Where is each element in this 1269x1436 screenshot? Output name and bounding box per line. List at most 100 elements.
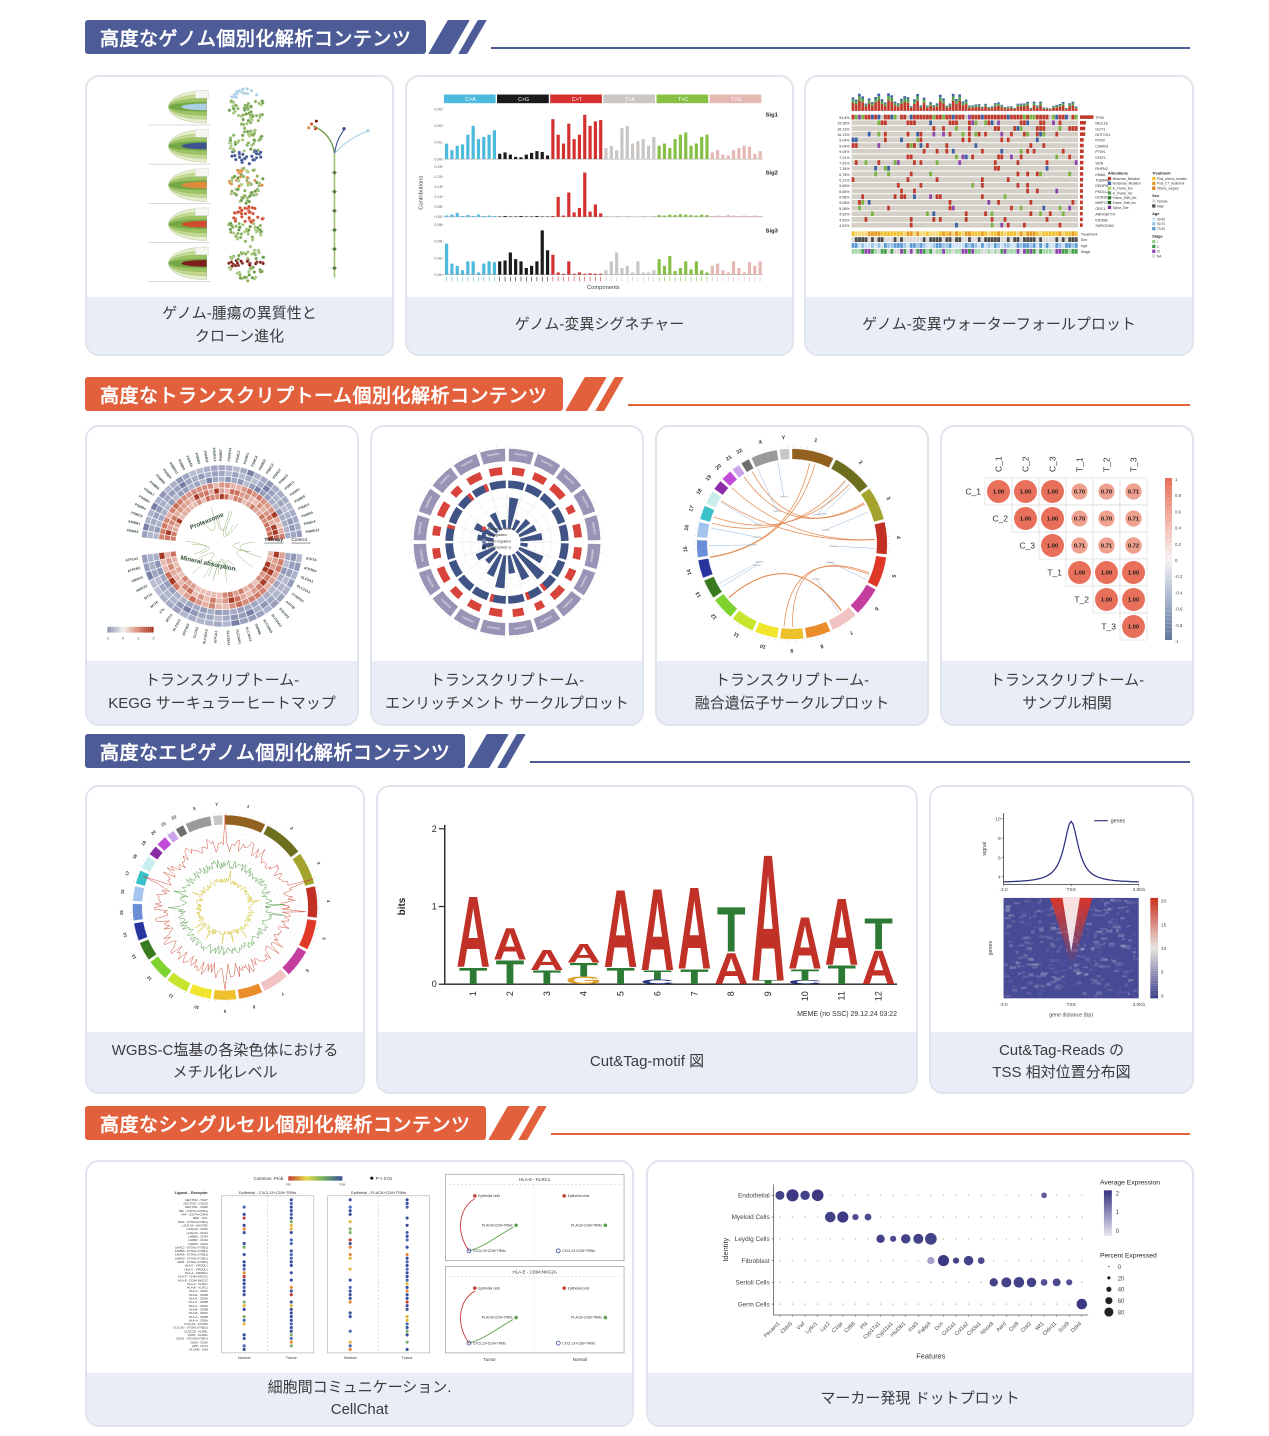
- caption-line: トランスクリプトーム-: [714, 672, 870, 689]
- svg-text:HLA-E - CD94:NKG2A: HLA-E - CD94:NKG2A: [513, 1269, 557, 1274]
- mutation-signature-figure-area: C>A C>G C>T T>A T>C T>G Contributions 0.03 0.02 0…: [407, 77, 792, 297]
- svg-text:MIF - (CD74+CXCR4): MIF - (CD74+CXCR4): [179, 1209, 208, 1213]
- svg-text:21: 21: [725, 454, 733, 462]
- svg-text:PSMB3: PSMB3: [138, 494, 150, 504]
- svg-text:4: 4: [579, 991, 589, 996]
- svg-text:0.00: 0.00: [435, 273, 442, 277]
- svg-text:Proteasome: Proteasome: [189, 511, 225, 531]
- svg-text:7: 7: [689, 991, 699, 996]
- svg-text:MMP17: MMP17: [1095, 201, 1108, 205]
- svg-text:SLC40A1: SLC40A1: [245, 626, 253, 642]
- svg-text:Therapy: Therapy: [264, 537, 283, 543]
- svg-text:Number of Genes: Number of Genes: [488, 527, 514, 531]
- svg-text:12: 12: [145, 974, 152, 981]
- svg-text:LAMA5 - (ITGA1+ITGB1): LAMA5 - (ITGA1+ITGB1): [175, 1253, 208, 1257]
- svg-text:SLC11A2: SLC11A2: [296, 584, 311, 595]
- svg-text:C_1: C_1: [965, 487, 981, 497]
- svg-text:1: 1: [137, 636, 139, 640]
- svg-text:DONSON: DONSON: [1095, 196, 1111, 200]
- marker-dotplot-figure-area: Endothelial Myeloid Cells Leydig Cells Fibr…: [648, 1162, 1192, 1373]
- svg-text:Y: Y: [782, 435, 786, 441]
- svg-text:C>A: C>A: [465, 97, 476, 103]
- svg-text:PSMD14: PSMD14: [212, 448, 217, 462]
- svg-text:LAMA5 - CD44: LAMA5 - CD44: [188, 1242, 208, 1246]
- svg-text:Epithelial→PLAC8+CD8+TRMs: Epithelial→PLAC8+CD8+TRMs: [351, 1190, 406, 1195]
- svg-text:SLC34A3: SLC34A3: [270, 613, 282, 628]
- svg-text:LGALS9 - CD45: LGALS9 - CD45: [187, 1227, 209, 1231]
- svg-text:6: 6: [998, 855, 1001, 861]
- svg-text:A: A: [788, 903, 822, 986]
- svg-text:PSMB7: PSMB7: [219, 449, 223, 461]
- caption-line: トランスクリプトーム-: [989, 672, 1145, 689]
- svg-text:T_2: T_2: [1102, 457, 1112, 472]
- svg-text:PLAC8+CD8+TRMs: PLAC8+CD8+TRMs: [571, 1223, 602, 1227]
- svg-text:HLA-E - KLRC1: HLA-E - KLRC1: [187, 1286, 208, 1290]
- svg-text:0.71: 0.71: [1101, 544, 1113, 550]
- svg-text:Treatment: Treatment: [1152, 171, 1171, 175]
- svg-text:PSMC6: PSMC6: [251, 455, 259, 468]
- svg-text:0.71: 0.71: [1074, 544, 1086, 550]
- svg-text:PSMA4: PSMA4: [303, 519, 316, 526]
- svg-text:C_2: C_2: [1021, 456, 1031, 472]
- svg-text:min: min: [286, 1183, 292, 1187]
- svg-text:9: 9: [223, 1009, 226, 1014]
- svg-text:Sig3: Sig3: [766, 228, 778, 234]
- svg-text:4: 4: [326, 900, 331, 903]
- svg-text:RHPN2: RHPN2: [1095, 167, 1107, 171]
- svg-text:1: 1: [432, 902, 437, 912]
- svg-text:A: A: [825, 878, 859, 985]
- svg-text:Epithelial cells: Epithelial cells: [478, 1286, 500, 1290]
- svg-text:T>G: T>G: [731, 97, 741, 103]
- fusion-circos-figure-area: 1 2 3 4 5 6 7 8 9 10 11 12 13 14 15 16 17 18 19 20 21 22 X Y: [657, 427, 927, 661]
- svg-text:10: 10: [800, 991, 810, 1001]
- svg-text:Tumor: Tumor: [286, 1355, 298, 1360]
- caption-line: Cut&Tag-motif 図: [589, 1052, 705, 1070]
- svg-text:Components: Components: [587, 285, 620, 291]
- caption-line: マーカー発現 ドットプロット: [820, 1389, 1020, 1407]
- svg-text:hsa04668: hsa04668: [589, 549, 595, 562]
- svg-text:6.78%: 6.78%: [839, 173, 850, 177]
- svg-text:hsa05226: hsa05226: [419, 549, 425, 562]
- svg-text:5.08%: 5.08%: [839, 196, 850, 200]
- svg-text:T_2: T_2: [1074, 595, 1089, 605]
- svg-text:HMOX2: HMOX2: [135, 584, 148, 593]
- svg-text:5: 5: [1161, 970, 1164, 976]
- svg-text:-0.6: -0.6: [1175, 607, 1183, 612]
- svg-text:PLAC8+CD8+TRMs: PLAC8+CD8+TRMs: [571, 1316, 602, 1320]
- svg-text:ATP7A: ATP7A: [305, 557, 317, 563]
- svg-text:5: 5: [321, 937, 327, 941]
- svg-text:NECTIN1 - CD96: NECTIN1 - CD96: [185, 1205, 208, 1209]
- svg-text:0.71: 0.71: [1128, 490, 1140, 496]
- svg-text:gene distance (bp): gene distance (bp): [1049, 1013, 1093, 1019]
- figure-caption: 細胞間コミュニケーション. CellChat: [87, 1373, 632, 1425]
- svg-text:5.08%: 5.08%: [839, 207, 850, 211]
- svg-text:Splice_Site: Splice_Site: [1113, 206, 1129, 210]
- svg-text:Treatment: Treatment: [1081, 232, 1098, 236]
- svg-text:C: C: [788, 980, 822, 986]
- header-rule: [627, 404, 1190, 406]
- svg-text:0.03: 0.03: [435, 107, 442, 111]
- svg-text:ARHGEF7A: ARHGEF7A: [1095, 213, 1115, 217]
- svg-text:Up-regulated: Up-regulated: [488, 533, 507, 537]
- svg-text:T: T: [864, 908, 893, 959]
- svg-text:hsa04010: hsa04010: [417, 521, 423, 534]
- svg-text:Epithelial cells: Epithelial cells: [568, 1286, 590, 1290]
- svg-text:A: A: [714, 943, 748, 994]
- svg-text:T: T: [606, 963, 635, 990]
- mutation-signature-figure: C>A C>G C>T T>A T>C T>G Contributions 0.03 0.02 0…: [419, 94, 779, 291]
- svg-text:2: 2: [289, 826, 295, 832]
- figure-caption: トランスクリプトーム- KEGG サーキュラーヒートマップ: [87, 661, 357, 724]
- svg-text:16: 16: [684, 524, 691, 531]
- svg-text:max: max: [339, 1183, 346, 1187]
- svg-text:Vwf: Vwf: [796, 1321, 807, 1332]
- caption-line: ゲノム-腫瘍の異質性と: [162, 305, 317, 322]
- svg-text:SLC9A3: SLC9A3: [172, 618, 182, 632]
- svg-text:CXCL13+CD8+TRMs: CXCL13+CD8+TRMs: [473, 1341, 506, 1345]
- svg-text:hsa05215: hsa05215: [514, 625, 527, 631]
- svg-text:9.04%: 9.04%: [839, 139, 850, 143]
- svg-text:ALCAM - CD6: ALCAM - CD6: [189, 1348, 208, 1352]
- svg-text:hsa05210: hsa05210: [540, 614, 553, 623]
- svg-text:Sex: Sex: [1081, 238, 1087, 242]
- tss-distribution-figure: 10 8 6 4 signal genes -3.0 TSS 3.0Kb genes -3.0 TSS…: [982, 812, 1167, 1019]
- svg-text:C_1: C_1: [994, 456, 1004, 472]
